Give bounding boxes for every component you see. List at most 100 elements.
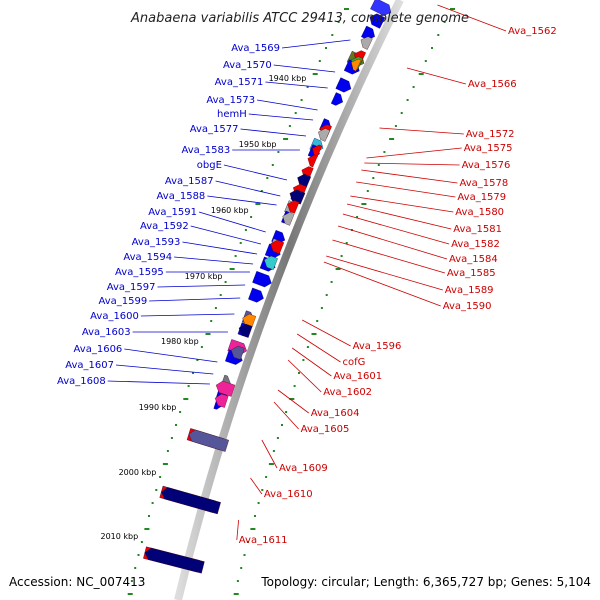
right-connector <box>366 147 462 159</box>
scale-label: 1950 kbp <box>239 140 277 149</box>
outer-tick <box>340 255 343 257</box>
forward-gene <box>248 287 264 303</box>
right-connector <box>261 439 278 469</box>
left-gene-label: Ava_1573 <box>206 95 255 106</box>
inner-tick <box>196 359 199 361</box>
left-connector <box>190 225 261 245</box>
reverse-gene <box>307 154 318 168</box>
left-gene-labels: Ava_1569 Ava_1570 Ava_1571 Ava_1573 hemH Ava_… <box>57 43 280 387</box>
left-connector <box>140 313 235 317</box>
tick-dots <box>127 8 455 595</box>
scale-label: 1980 kbp <box>161 337 199 346</box>
inner-tick <box>170 437 173 439</box>
reverse-gene <box>144 547 205 574</box>
outer-tick <box>325 294 328 296</box>
left-gene-label: Ava_1597 <box>107 282 156 293</box>
outer-tick <box>236 580 239 582</box>
right-gene-label: Ava_1566 <box>468 79 517 90</box>
outer-tick <box>306 346 309 348</box>
left-gene-label: Ava_1606 <box>74 344 123 355</box>
left-gene-label: Ava_1588 <box>157 191 206 202</box>
left-gene-label: Ava_1599 <box>98 296 147 307</box>
left-gene-label: Ava_1595 <box>115 267 164 278</box>
right-connector <box>406 67 467 85</box>
right-gene-label: Ava_1596 <box>353 341 402 352</box>
right-gene-label: Ava_1576 <box>462 160 511 171</box>
scale-label: 1960 kbp <box>211 206 249 215</box>
outer-tick <box>330 281 333 283</box>
left-connector <box>248 113 314 121</box>
left-gene-label: Ava_1607 <box>65 360 114 371</box>
outer-tick <box>437 34 440 36</box>
scale-label: 1970 kbp <box>185 272 223 281</box>
right-gene-label: Ava_1579 <box>457 192 506 203</box>
inner-tick <box>155 489 158 491</box>
inner-tick <box>288 125 291 127</box>
inner-tick <box>187 385 190 387</box>
right-connector <box>326 255 443 291</box>
left-gene-label: Ava_1591 <box>148 207 197 218</box>
left-gene-label: obgE <box>197 160 222 171</box>
topology-text: Topology: circular; Length: 6,365,727 bp… <box>261 575 591 589</box>
reverse-gene <box>270 239 285 254</box>
label-connectors <box>107 4 507 541</box>
right-gene-label: Ava_1590 <box>443 301 492 312</box>
right-connector <box>379 127 464 135</box>
right-connector <box>356 181 456 198</box>
inner-tick <box>200 346 203 348</box>
inner-tick <box>214 307 217 309</box>
outer-tick <box>406 99 409 101</box>
reverse-gene <box>360 36 373 50</box>
inner-tick <box>318 60 321 62</box>
reverse-gene <box>188 429 229 452</box>
scale-label: 1940 kbp <box>269 74 307 83</box>
outer-tick <box>450 8 455 10</box>
left-connector <box>240 128 307 137</box>
inner-tick <box>137 554 140 556</box>
inner-tick <box>140 541 143 543</box>
right-gene-label: Ava_1580 <box>455 207 504 218</box>
genome-backbone <box>174 0 404 600</box>
right-connector <box>364 162 460 166</box>
inner-tick <box>219 294 222 296</box>
inner-tick <box>312 73 318 75</box>
left-gene-label: Ava_1569 <box>231 43 280 54</box>
inner-tick <box>255 203 261 205</box>
outer-tick <box>311 333 317 335</box>
scale-labels: 1940 kbp 1950 kbp 1960 kbp 1970 kbp 1980 kbp… <box>100 74 306 541</box>
inner-tick <box>148 515 150 517</box>
inner-tick <box>266 177 269 179</box>
right-gene-label: Ava_1610 <box>264 489 313 500</box>
inner-tick <box>130 580 133 582</box>
left-gene-label: hemH <box>217 109 247 120</box>
inner-tick <box>134 567 137 569</box>
left-gene-label: Ava_1600 <box>90 311 139 322</box>
outer-tick <box>254 515 256 517</box>
reverse-gene <box>230 345 245 360</box>
left-connector <box>273 64 336 73</box>
right-connector <box>332 239 446 274</box>
left-connector <box>257 99 318 111</box>
left-connector <box>182 241 258 255</box>
outer-tick <box>377 164 380 166</box>
inner-tick <box>183 398 189 400</box>
right-gene-label: Ava_1572 <box>466 129 515 140</box>
right-connector <box>236 519 239 541</box>
inner-tick <box>159 476 162 478</box>
scale-label: 2000 kbp <box>119 468 157 477</box>
inner-tick <box>344 8 349 10</box>
outer-tick <box>281 424 283 426</box>
outer-tick <box>335 268 341 270</box>
outer-tick <box>285 411 288 413</box>
outer-tick <box>361 203 367 205</box>
reverse-gene <box>351 58 362 72</box>
outer-tick <box>298 372 300 374</box>
left-gene-label: Ava_1570 <box>223 60 272 71</box>
left-gene-label: Ava_1592 <box>140 221 189 232</box>
outer-tick <box>289 398 295 400</box>
inner-tick <box>166 450 169 452</box>
right-gene-label: Ava_1585 <box>447 268 496 279</box>
forward-gene <box>370 0 392 16</box>
left-gene-label: Ava_1571 <box>215 77 264 88</box>
inner-tick <box>331 34 334 36</box>
